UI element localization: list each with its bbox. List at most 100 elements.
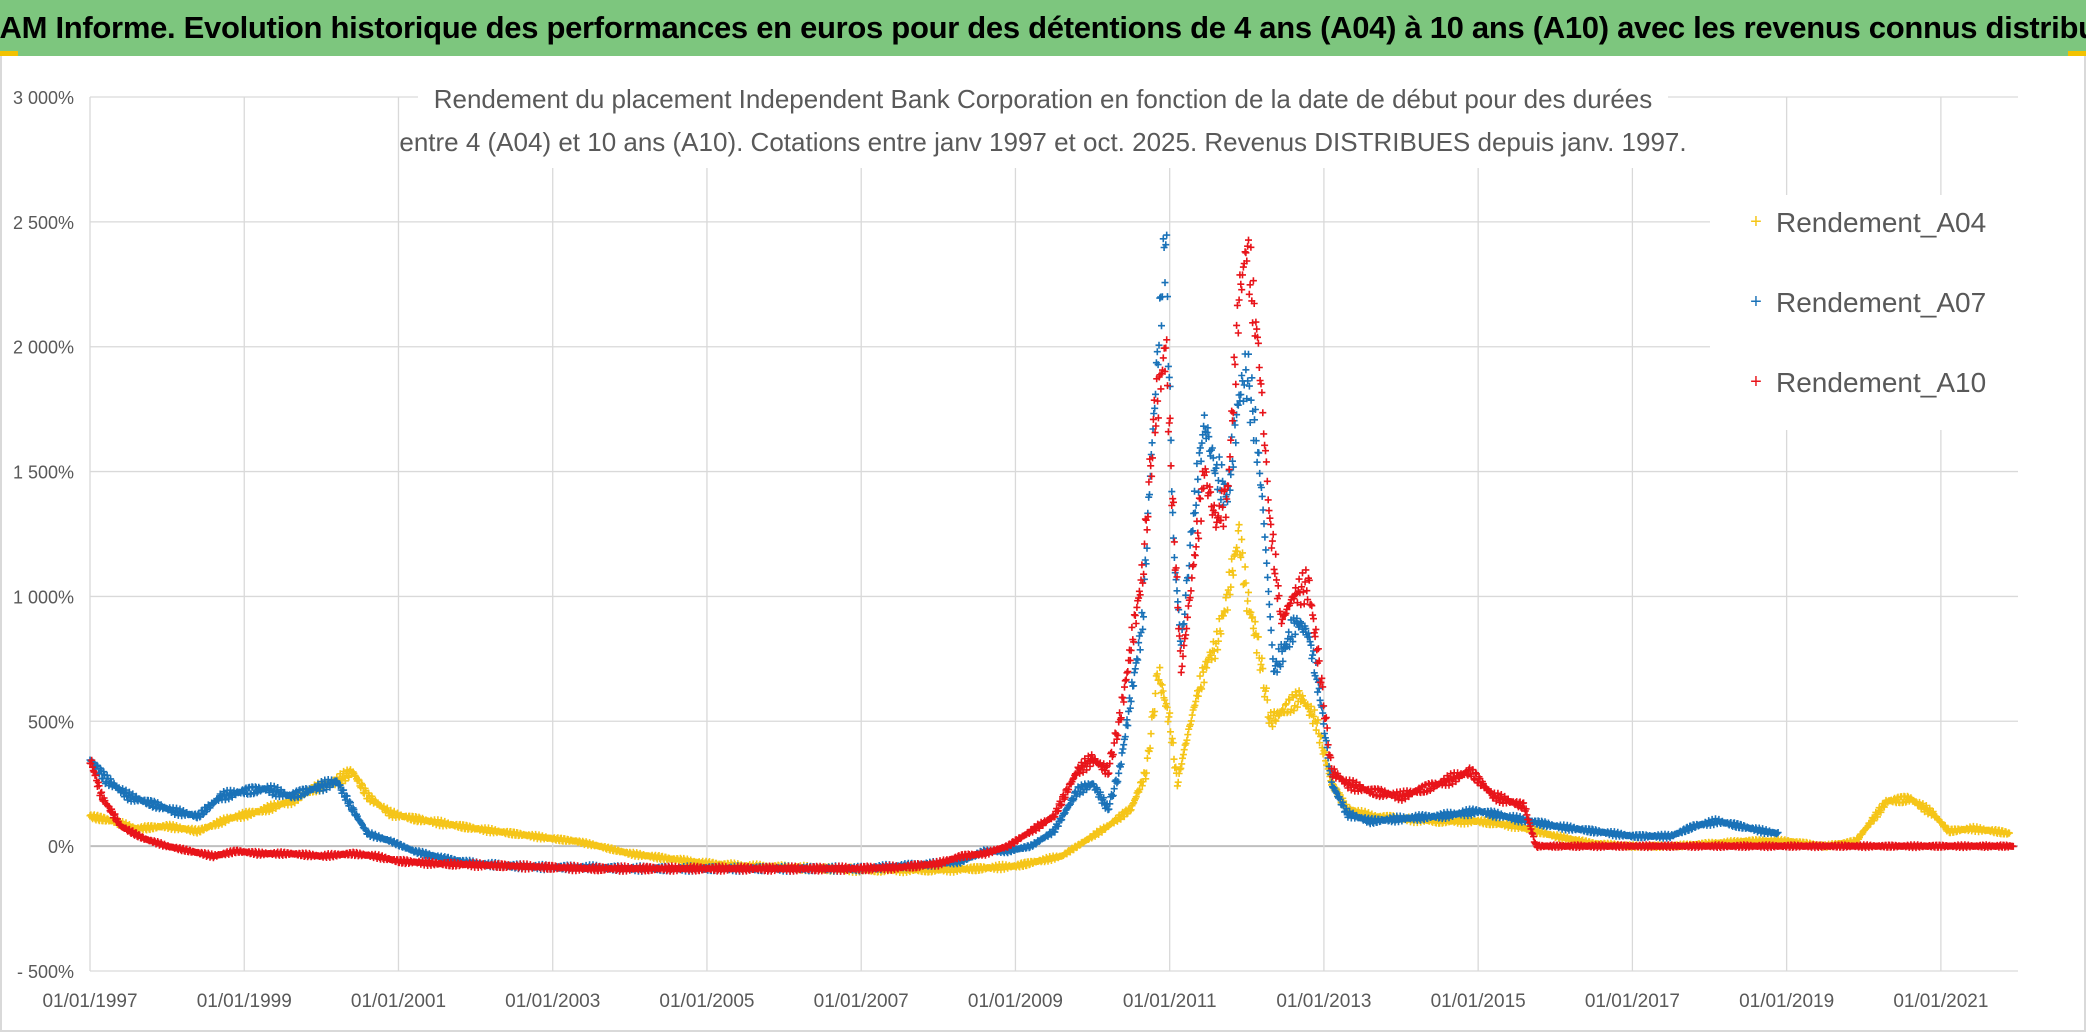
data-point-rendement-a07	[1264, 573, 1272, 581]
data-point-rendement-a07	[1261, 533, 1269, 541]
y-axis-ticks: 3 000%2 500%2 000%1 500%1 000%500%0%- 50…	[13, 88, 74, 982]
grid-layer	[89, 96, 2018, 972]
data-point-rendement-a07	[1234, 401, 1242, 409]
data-point-rendement-a07	[1148, 439, 1156, 447]
data-point-rendement-a04	[1199, 668, 1207, 676]
data-point-rendement-a04	[1164, 718, 1172, 726]
x-tick-label: 01/01/2003	[505, 991, 600, 1012]
data-point-rendement-a07	[1115, 769, 1123, 777]
data-point-rendement-a07	[1147, 451, 1155, 458]
data-point-rendement-a07	[1247, 396, 1255, 404]
data-point-rendement-a04	[1180, 746, 1188, 754]
data-point-rendement-a07	[1268, 641, 1276, 649]
data-point-rendement-a04	[1174, 778, 1182, 786]
data-point-rendement-a07	[1127, 697, 1135, 705]
data-point-rendement-a04	[1170, 755, 1178, 763]
data-points	[86, 231, 2017, 877]
x-tick-label: 01/01/2001	[351, 991, 446, 1012]
data-point-rendement-a07	[1242, 366, 1250, 374]
data-point-rendement-a07	[1130, 669, 1138, 677]
data-point-rendement-a04	[1196, 672, 1204, 680]
data-point-rendement-a07	[1265, 588, 1272, 595]
x-tick-label: 01/01/2009	[968, 991, 1063, 1012]
data-point-rendement-a04	[1184, 731, 1192, 739]
data-point-rendement-a04	[1244, 597, 1252, 605]
data-point-rendement-a07	[1138, 609, 1146, 617]
data-point-rendement-a07	[1118, 749, 1126, 757]
data-point-rendement-a07	[1260, 520, 1268, 528]
banner-title: ADAM Informe. Evolution historique des p…	[0, 0, 2086, 56]
data-point-rendement-a04	[1241, 563, 1249, 571]
x-tick-label: 01/01/2007	[814, 991, 909, 1012]
data-point-rendement-a07	[1266, 613, 1274, 621]
data-point-rendement-a04	[1158, 681, 1166, 689]
data-point-rendement-a07	[1315, 684, 1323, 692]
data-point-rendement-a04	[1151, 690, 1159, 697]
data-point-rendement-a04	[345, 773, 353, 781]
data-point-rendement-a07	[1153, 348, 1161, 356]
data-point-rendement-a07	[1142, 560, 1150, 568]
data-point-rendement-a07	[1170, 554, 1178, 561]
data-point-rendement-a07	[1158, 322, 1165, 330]
data-point-rendement-a07	[1124, 722, 1132, 730]
x-tick-label: 01/01/2015	[1431, 991, 1526, 1012]
data-point-rendement-a07	[1167, 436, 1175, 444]
data-point-rendement-a07	[1140, 613, 1147, 621]
data-point-rendement-a04	[354, 775, 362, 783]
data-point-rendement-a07	[1195, 449, 1203, 457]
x-tick-label: 01/01/2021	[1893, 991, 1988, 1012]
data-point-rendement-a07	[1258, 492, 1266, 500]
data-point-rendement-a07	[1309, 651, 1317, 659]
x-tick-label: 01/01/1999	[197, 991, 292, 1012]
data-point-rendement-a07	[1267, 626, 1275, 634]
data-point-rendement-a07	[1164, 362, 1172, 370]
data-point-rendement-a07	[1314, 688, 1322, 696]
data-point-rendement-a04	[1238, 535, 1246, 543]
data-point-rendement-a04	[1269, 723, 1276, 730]
data-point-rendement-a07	[1173, 587, 1181, 595]
banner-corner-left	[0, 51, 18, 56]
x-tick-label: 01/01/1997	[42, 991, 137, 1012]
data-point-rendement-a07	[1192, 501, 1200, 509]
x-axis-ticks: 01/01/1997 01/01/1999 01/01/2001 01/01/2003…	[42, 991, 1988, 1012]
data-point-rendement-a07	[1126, 694, 1133, 702]
data-point-rendement-a04	[1200, 678, 1208, 686]
data-point-rendement-a07	[1161, 279, 1169, 287]
data-point-rendement-a07	[1151, 404, 1159, 412]
data-point-rendement-a07	[1200, 411, 1208, 419]
data-point-rendement-a07	[1316, 696, 1324, 704]
data-point-rendement-a04	[1167, 728, 1174, 736]
data-point-rendement-a04	[1188, 711, 1196, 719]
data-point-rendement-a04	[1245, 588, 1252, 596]
data-point-rendement-a07	[1191, 487, 1198, 495]
y-tick-label: 0%	[48, 837, 74, 857]
data-point-rendement-a04	[1214, 646, 1222, 654]
data-point-rendement-a04	[358, 780, 366, 788]
data-point-rendement-a07	[1218, 461, 1226, 469]
data-point-rendement-a07	[1263, 559, 1271, 567]
y-tick-label: 2 000%	[13, 338, 74, 358]
data-point-rendement-a07	[1195, 488, 1203, 496]
data-point-rendement-a07	[1265, 600, 1273, 608]
data-point-rendement-a04	[1179, 754, 1186, 762]
data-point-rendement-a04	[1156, 664, 1164, 672]
data-point-rendement-a07	[1186, 541, 1194, 549]
data-point-rendement-a07	[1215, 453, 1223, 461]
data-point-rendement-a07	[1194, 475, 1202, 483]
x-tick-label: 01/01/2011	[1123, 991, 1217, 1012]
data-point-rendement-a04	[1147, 730, 1155, 738]
y-tick-label: 1 000%	[13, 587, 74, 607]
data-point-rendement-a07	[1136, 646, 1144, 654]
y-tick-label: 3 000%	[13, 88, 74, 108]
data-point-rendement-a07	[1170, 534, 1177, 542]
data-point-rendement-a04	[1234, 527, 1242, 535]
data-point-rendement-a04	[1211, 655, 1219, 662]
y-tick-label: 1 500%	[13, 463, 74, 483]
data-point-rendement-a07	[1165, 373, 1173, 381]
y-tick-label: 2 500%	[13, 213, 74, 233]
data-point-rendement-a07	[1245, 350, 1252, 358]
data-point-rendement-a07	[1253, 458, 1261, 466]
x-tick-label: 01/01/2019	[1739, 991, 1834, 1012]
x-tick-label: 01/01/2013	[1276, 991, 1371, 1012]
